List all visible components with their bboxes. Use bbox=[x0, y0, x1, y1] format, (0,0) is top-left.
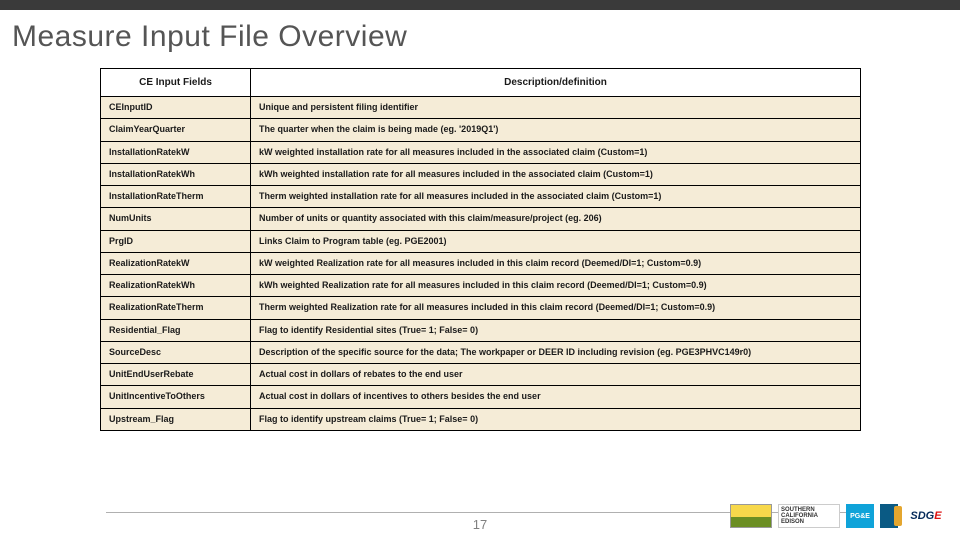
page-title: Measure Input File Overview bbox=[12, 20, 960, 54]
description-cell: kW weighted installation rate for all me… bbox=[251, 141, 861, 163]
logo-strip: SOUTHERN CALIFORNIA EDISON PG&E SDGE bbox=[730, 504, 948, 528]
table-row: RealizationRateThermTherm weighted Reali… bbox=[101, 297, 861, 319]
table-row: RealizationRatekWhkWh weighted Realizati… bbox=[101, 275, 861, 297]
field-name-cell: Upstream_Flag bbox=[101, 408, 251, 430]
field-name-cell: NumUnits bbox=[101, 208, 251, 230]
description-cell: Flag to identify Residential sites (True… bbox=[251, 319, 861, 341]
description-cell: kW weighted Realization rate for all mea… bbox=[251, 252, 861, 274]
definitions-table: CE Input Fields Description/definition C… bbox=[100, 68, 861, 431]
utility-logo-icon bbox=[730, 504, 772, 528]
field-name-cell: RealizationRatekWh bbox=[101, 275, 251, 297]
col-header-description: Description/definition bbox=[251, 69, 861, 97]
description-cell: Therm weighted installation rate for all… bbox=[251, 186, 861, 208]
field-name-cell: InstallationRateTherm bbox=[101, 186, 251, 208]
top-accent-bar bbox=[0, 0, 960, 10]
socalgas-logo-icon bbox=[880, 504, 898, 528]
table-row: Residential_FlagFlag to identify Residen… bbox=[101, 319, 861, 341]
pge-logo: PG&E bbox=[846, 504, 874, 528]
description-cell: The quarter when the claim is being made… bbox=[251, 119, 861, 141]
description-cell: Unique and persistent filing identifier bbox=[251, 97, 861, 119]
description-cell: Therm weighted Realization rate for all … bbox=[251, 297, 861, 319]
description-cell: Description of the specific source for t… bbox=[251, 341, 861, 363]
description-cell: Actual cost in dollars of incentives to … bbox=[251, 386, 861, 408]
table-row: ClaimYearQuarterThe quarter when the cla… bbox=[101, 119, 861, 141]
col-header-fields: CE Input Fields bbox=[101, 69, 251, 97]
field-name-cell: SourceDesc bbox=[101, 341, 251, 363]
table-row: UnitIncentiveToOthersActual cost in doll… bbox=[101, 386, 861, 408]
table-row: SourceDescDescription of the specific so… bbox=[101, 341, 861, 363]
description-cell: kWh weighted Realization rate for all me… bbox=[251, 275, 861, 297]
description-cell: Flag to identify upstream claims (True= … bbox=[251, 408, 861, 430]
slide-footer: 17 SOUTHERN CALIFORNIA EDISON PG&E SDGE bbox=[0, 512, 960, 532]
table-row: NumUnitsNumber of units or quantity asso… bbox=[101, 208, 861, 230]
table-row: InstallationRateThermTherm weighted inst… bbox=[101, 186, 861, 208]
table-row: InstallationRatekWkW weighted installati… bbox=[101, 141, 861, 163]
table-row: Upstream_FlagFlag to identify upstream c… bbox=[101, 408, 861, 430]
table-row: RealizationRatekWkW weighted Realization… bbox=[101, 252, 861, 274]
field-name-cell: ClaimYearQuarter bbox=[101, 119, 251, 141]
description-cell: Links Claim to Program table (eg. PGE200… bbox=[251, 230, 861, 252]
table-row: PrgIDLinks Claim to Program table (eg. P… bbox=[101, 230, 861, 252]
definitions-table-container: CE Input Fields Description/definition C… bbox=[100, 68, 860, 431]
description-cell: kWh weighted installation rate for all m… bbox=[251, 163, 861, 185]
description-cell: Number of units or quantity associated w… bbox=[251, 208, 861, 230]
field-name-cell: UnitEndUserRebate bbox=[101, 364, 251, 386]
sdge-logo: SDGE bbox=[904, 504, 948, 528]
table-row: UnitEndUserRebateActual cost in dollars … bbox=[101, 364, 861, 386]
field-name-cell: UnitIncentiveToOthers bbox=[101, 386, 251, 408]
table-row: CEInputIDUnique and persistent filing id… bbox=[101, 97, 861, 119]
field-name-cell: InstallationRatekW bbox=[101, 141, 251, 163]
field-name-cell: RealizationRateTherm bbox=[101, 297, 251, 319]
sce-logo: SOUTHERN CALIFORNIA EDISON bbox=[778, 504, 840, 528]
field-name-cell: Residential_Flag bbox=[101, 319, 251, 341]
table-row: InstallationRatekWhkWh weighted installa… bbox=[101, 163, 861, 185]
field-name-cell: PrgID bbox=[101, 230, 251, 252]
table-header-row: CE Input Fields Description/definition bbox=[101, 69, 861, 97]
field-name-cell: CEInputID bbox=[101, 97, 251, 119]
field-name-cell: InstallationRatekWh bbox=[101, 163, 251, 185]
field-name-cell: RealizationRatekW bbox=[101, 252, 251, 274]
description-cell: Actual cost in dollars of rebates to the… bbox=[251, 364, 861, 386]
